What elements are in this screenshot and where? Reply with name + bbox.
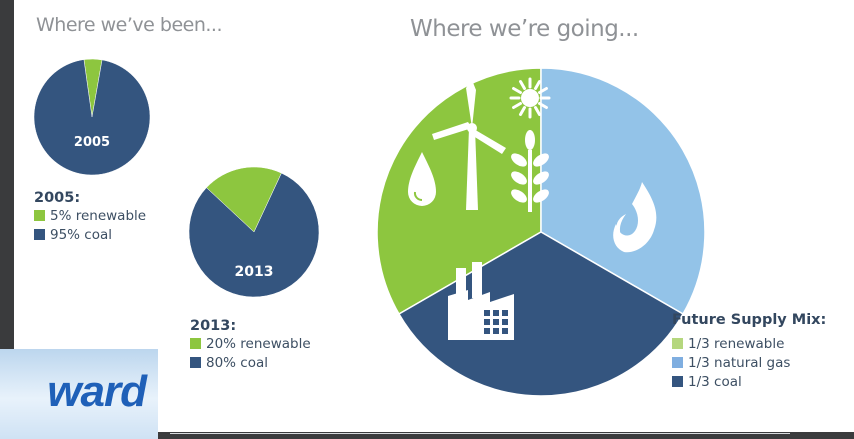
heading-where-weve-been: Where we’ve been...: [36, 14, 222, 36]
legend-swatch-renewable: [672, 338, 683, 349]
legend-row-coal: 80% coal: [190, 353, 311, 372]
legend-swatch-renewable: [190, 338, 201, 349]
pie-charts: 2005 2013: [33, 58, 706, 397]
legend-row-coal: 95% coal: [34, 225, 146, 244]
legend-row-renewable: 20% renewable: [190, 334, 311, 353]
legend-label: 20% renewable: [206, 335, 311, 352]
legend-label: 5% renewable: [50, 207, 147, 224]
legend-label: 1/3 renewable: [688, 335, 785, 352]
pie-slice-2005-1: [33, 59, 151, 176]
legend-swatch-natural-gas: [672, 357, 683, 368]
legend-swatch-renewable: [34, 210, 45, 221]
legend-title-future: Future Supply Mix:: [672, 312, 827, 328]
pie-slice-2013-0: [206, 166, 282, 233]
pie-center-label: 2013: [235, 264, 274, 280]
wind-turbine-icon: [432, 80, 506, 210]
legend-label: 95% coal: [50, 226, 113, 243]
pie-slice-future-1: [540, 67, 706, 316]
pie-slice-future-2: [397, 231, 685, 397]
pie-slice-future-0: [376, 67, 542, 316]
legend-2013: 2013: 20% renewable 80% coal: [190, 318, 311, 372]
pie-center-label: 2005: [74, 135, 110, 150]
infographic-panel: Where we’ve been... Where we’re going...…: [14, 0, 854, 434]
legend-2005: 2005: 5% renewable 95% coal: [34, 190, 146, 244]
divider: [170, 433, 790, 434]
legend-label: 1/3 coal: [688, 373, 742, 390]
heading-where-were-going: Where we’re going...: [410, 16, 639, 42]
legend-swatch-coal: [672, 376, 683, 387]
logo-text: ward: [47, 367, 147, 416]
plant-icon: [511, 130, 549, 212]
pie-slice-2013-1: [188, 172, 320, 298]
water-drop-icon: [408, 152, 436, 206]
flame-icon: [613, 182, 657, 253]
legend-row-coal: 1/3 coal: [672, 372, 826, 391]
sun-icon: [509, 77, 551, 119]
legend-row-renewable: 1/3 renewable: [672, 334, 826, 353]
factory-icon: [448, 262, 514, 340]
legend-row-natural-gas: 1/3 natural gas: [672, 353, 826, 372]
legend-swatch-coal: [190, 357, 201, 368]
legend-swatch-coal: [34, 229, 45, 240]
legend-title-2005: 2005:: [34, 190, 81, 206]
legend-label: 80% coal: [206, 354, 269, 371]
legend-title-2013: 2013:: [190, 318, 237, 334]
legend-label: 1/3 natural gas: [688, 354, 791, 371]
logo: ward: [0, 349, 158, 439]
legend-row-renewable: 5% renewable: [34, 206, 146, 225]
legend-future-supply-mix: Future Supply Mix: 1/3 renewable 1/3 nat…: [672, 312, 826, 391]
